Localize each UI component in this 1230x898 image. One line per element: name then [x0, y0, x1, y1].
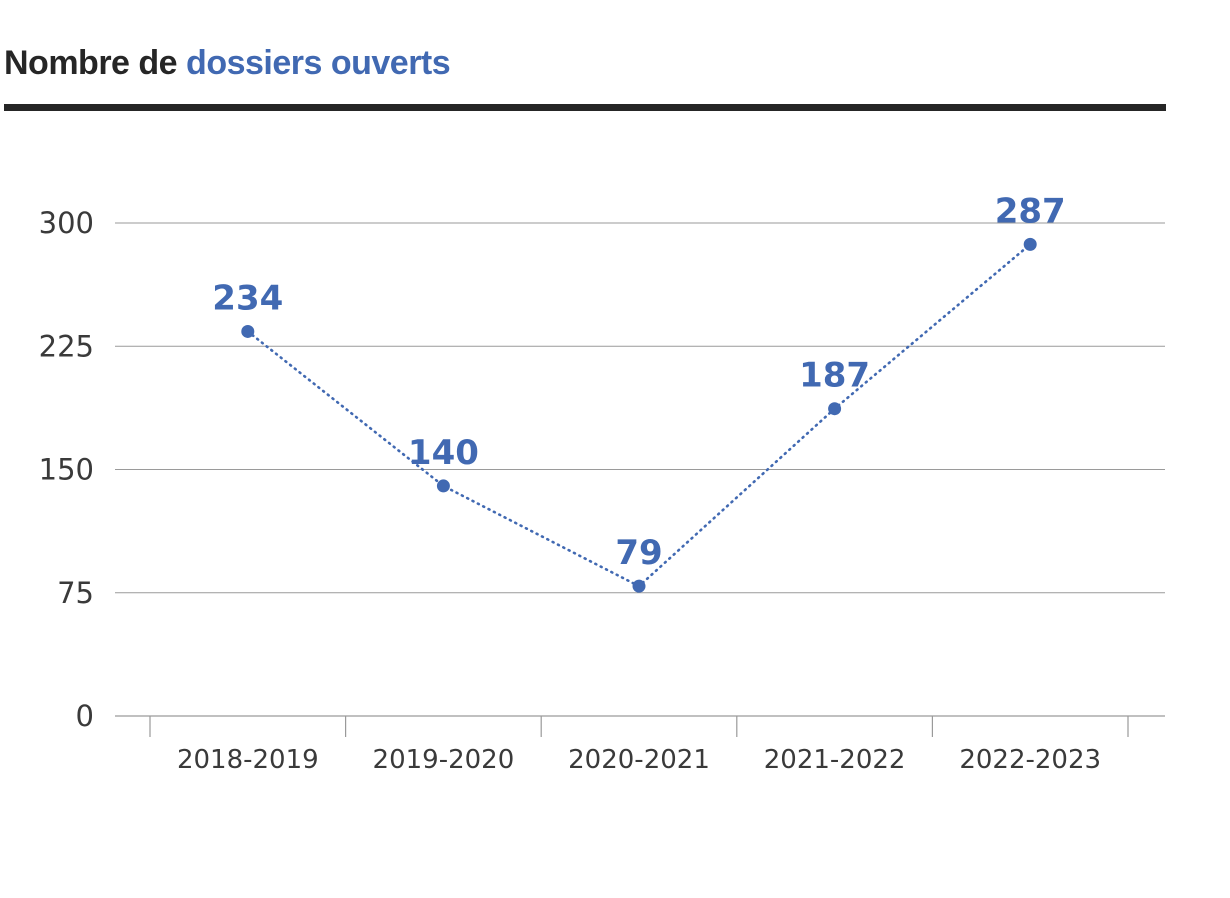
y-tick-label: 75	[57, 576, 94, 610]
x-tick-label: 2020-2021	[568, 745, 710, 775]
data-point	[828, 402, 842, 416]
data-label: 234	[212, 278, 283, 318]
chart-title-highlight: dossiers ouverts	[186, 44, 451, 82]
x-axis	[115, 715, 1165, 737]
y-tick-label: 150	[39, 453, 94, 487]
x-tick-label: 2019-2020	[373, 745, 515, 775]
title-underline-rule	[4, 104, 1166, 111]
y-tick-label: 0	[76, 699, 94, 733]
chart-title: Nombre de dossiers ouverts	[4, 44, 451, 83]
data-point	[241, 324, 255, 338]
data-label: 140	[408, 433, 479, 473]
data-point	[1023, 237, 1037, 251]
x-axis-tick-labels: 2018-2019 2019-2020 2020-2021 2021-2022 2022…	[177, 745, 1101, 775]
data-label: 187	[799, 356, 870, 396]
chart-title-plain: Nombre de	[4, 44, 187, 82]
x-tick-label: 2021-2022	[764, 745, 906, 775]
data-labels: 234 140 79 187 287	[212, 191, 1065, 573]
y-axis-tick-labels: 0 75 150 225 300	[39, 206, 94, 733]
data-point	[632, 579, 646, 593]
data-label: 79	[615, 533, 662, 573]
data-label: 287	[995, 191, 1066, 231]
x-tick-label: 2018-2019	[177, 745, 319, 775]
y-tick-label: 300	[39, 206, 94, 240]
data-series	[241, 237, 1037, 593]
gridlines	[115, 222, 1165, 594]
data-point	[436, 479, 450, 493]
x-tick-label: 2022-2023	[959, 745, 1101, 775]
y-tick-label: 225	[39, 329, 94, 363]
